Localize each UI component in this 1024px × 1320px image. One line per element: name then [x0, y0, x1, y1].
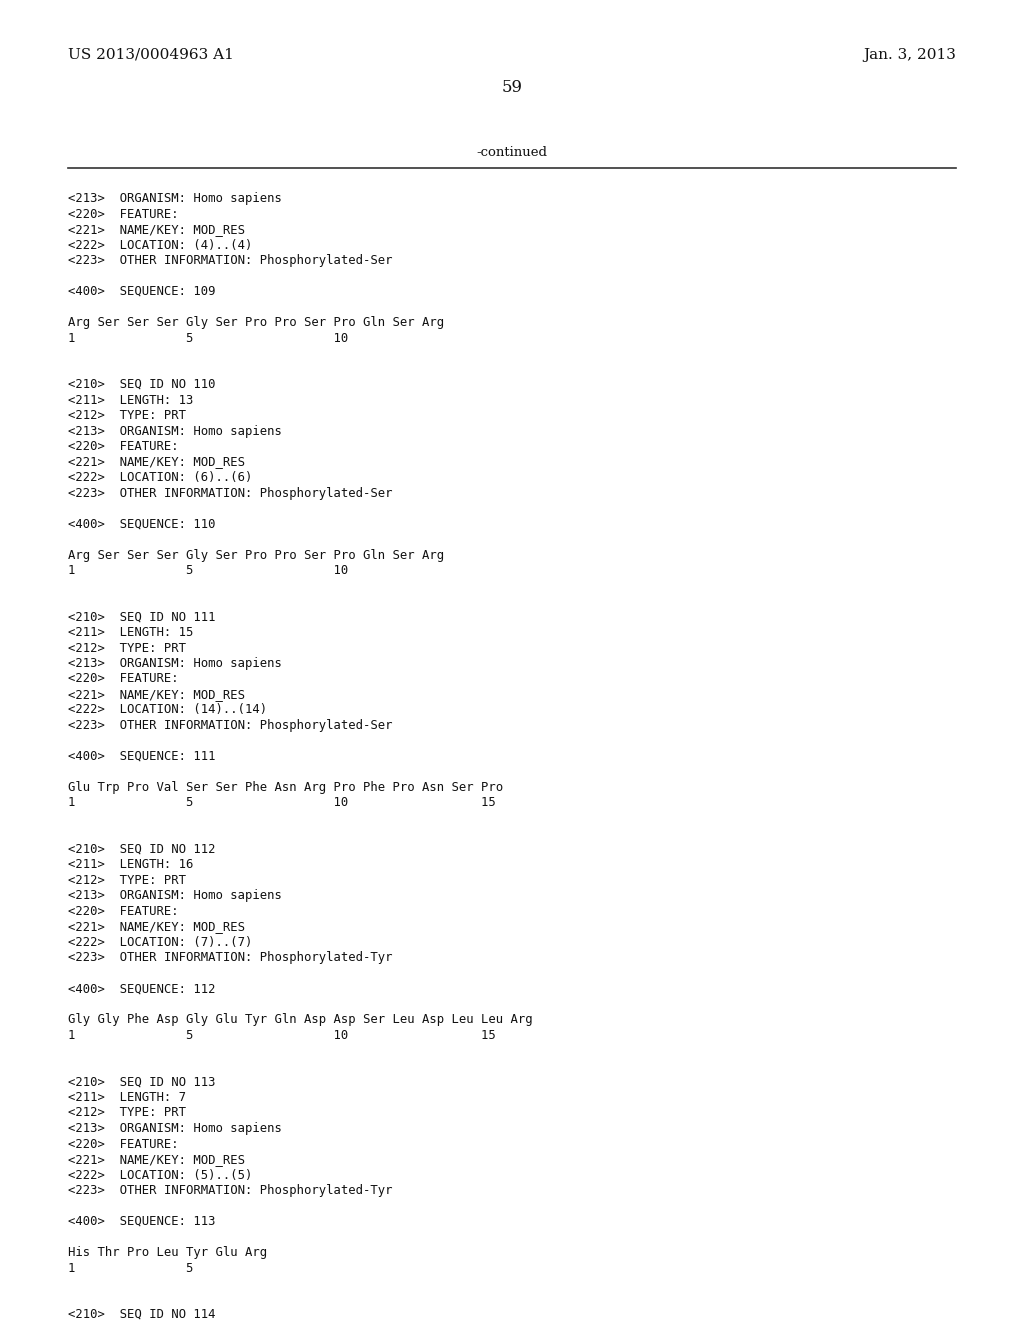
Text: 1               5                   10                  15: 1 5 10 15 [68, 796, 496, 809]
Text: <210>  SEQ ID NO 110: <210> SEQ ID NO 110 [68, 378, 215, 391]
Text: <212>  TYPE: PRT: <212> TYPE: PRT [68, 409, 186, 422]
Text: US 2013/0004963 A1: US 2013/0004963 A1 [68, 48, 233, 62]
Text: <221>  NAME/KEY: MOD_RES: <221> NAME/KEY: MOD_RES [68, 1152, 245, 1166]
Text: 1               5                   10: 1 5 10 [68, 331, 348, 345]
Text: Arg Ser Ser Ser Gly Ser Pro Pro Ser Pro Gln Ser Arg: Arg Ser Ser Ser Gly Ser Pro Pro Ser Pro … [68, 315, 444, 329]
Text: <211>  LENGTH: 16: <211> LENGTH: 16 [68, 858, 194, 871]
Text: <220>  FEATURE:: <220> FEATURE: [68, 207, 178, 220]
Text: <210>  SEQ ID NO 114: <210> SEQ ID NO 114 [68, 1308, 215, 1320]
Text: <211>  LENGTH: 13: <211> LENGTH: 13 [68, 393, 194, 407]
Text: <400>  SEQUENCE: 110: <400> SEQUENCE: 110 [68, 517, 215, 531]
Text: <213>  ORGANISM: Homo sapiens: <213> ORGANISM: Homo sapiens [68, 657, 282, 671]
Text: <221>  NAME/KEY: MOD_RES: <221> NAME/KEY: MOD_RES [68, 920, 245, 933]
Text: <221>  NAME/KEY: MOD_RES: <221> NAME/KEY: MOD_RES [68, 223, 245, 236]
Text: <222>  LOCATION: (6)..(6): <222> LOCATION: (6)..(6) [68, 471, 252, 484]
Text: <210>  SEQ ID NO 112: <210> SEQ ID NO 112 [68, 843, 215, 855]
Text: 1               5                   10: 1 5 10 [68, 564, 348, 577]
Text: <213>  ORGANISM: Homo sapiens: <213> ORGANISM: Homo sapiens [68, 425, 282, 437]
Text: <400>  SEQUENCE: 111: <400> SEQUENCE: 111 [68, 750, 215, 763]
Text: <212>  TYPE: PRT: <212> TYPE: PRT [68, 1106, 186, 1119]
Text: <222>  LOCATION: (14)..(14): <222> LOCATION: (14)..(14) [68, 704, 267, 717]
Text: <211>  LENGTH: 15: <211> LENGTH: 15 [68, 626, 194, 639]
Text: His Thr Pro Leu Tyr Glu Arg: His Thr Pro Leu Tyr Glu Arg [68, 1246, 267, 1259]
Text: <400>  SEQUENCE: 113: <400> SEQUENCE: 113 [68, 1214, 215, 1228]
Text: Jan. 3, 2013: Jan. 3, 2013 [863, 48, 956, 62]
Text: Arg Ser Ser Ser Gly Ser Pro Pro Ser Pro Gln Ser Arg: Arg Ser Ser Ser Gly Ser Pro Pro Ser Pro … [68, 549, 444, 561]
Text: <223>  OTHER INFORMATION: Phosphorylated-Ser: <223> OTHER INFORMATION: Phosphorylated-… [68, 487, 392, 499]
Text: <210>  SEQ ID NO 113: <210> SEQ ID NO 113 [68, 1076, 215, 1089]
Text: <221>  NAME/KEY: MOD_RES: <221> NAME/KEY: MOD_RES [68, 688, 245, 701]
Text: <212>  TYPE: PRT: <212> TYPE: PRT [68, 874, 186, 887]
Text: <223>  OTHER INFORMATION: Phosphorylated-Tyr: <223> OTHER INFORMATION: Phosphorylated-… [68, 1184, 392, 1197]
Text: <211>  LENGTH: 7: <211> LENGTH: 7 [68, 1092, 186, 1104]
Text: <210>  SEQ ID NO 111: <210> SEQ ID NO 111 [68, 610, 215, 623]
Text: <400>  SEQUENCE: 109: <400> SEQUENCE: 109 [68, 285, 215, 298]
Text: Glu Trp Pro Val Ser Ser Phe Asn Arg Pro Phe Pro Asn Ser Pro: Glu Trp Pro Val Ser Ser Phe Asn Arg Pro … [68, 781, 503, 795]
Text: <220>  FEATURE:: <220> FEATURE: [68, 906, 178, 917]
Text: 1               5: 1 5 [68, 1262, 194, 1275]
Text: <212>  TYPE: PRT: <212> TYPE: PRT [68, 642, 186, 655]
Text: 1               5                   10                  15: 1 5 10 15 [68, 1030, 496, 1041]
Text: <213>  ORGANISM: Homo sapiens: <213> ORGANISM: Homo sapiens [68, 1122, 282, 1135]
Text: <222>  LOCATION: (5)..(5): <222> LOCATION: (5)..(5) [68, 1168, 252, 1181]
Text: <223>  OTHER INFORMATION: Phosphorylated-Ser: <223> OTHER INFORMATION: Phosphorylated-… [68, 719, 392, 733]
Text: <221>  NAME/KEY: MOD_RES: <221> NAME/KEY: MOD_RES [68, 455, 245, 469]
Text: <220>  FEATURE:: <220> FEATURE: [68, 672, 178, 685]
Text: Gly Gly Phe Asp Gly Glu Tyr Gln Asp Asp Ser Leu Asp Leu Leu Arg: Gly Gly Phe Asp Gly Glu Tyr Gln Asp Asp … [68, 1014, 532, 1027]
Text: <220>  FEATURE:: <220> FEATURE: [68, 1138, 178, 1151]
Text: 59: 59 [502, 79, 522, 96]
Text: <222>  LOCATION: (4)..(4): <222> LOCATION: (4)..(4) [68, 239, 252, 252]
Text: <220>  FEATURE:: <220> FEATURE: [68, 440, 178, 453]
Text: <213>  ORGANISM: Homo sapiens: <213> ORGANISM: Homo sapiens [68, 191, 282, 205]
Text: -continued: -continued [476, 147, 548, 160]
Text: <223>  OTHER INFORMATION: Phosphorylated-Tyr: <223> OTHER INFORMATION: Phosphorylated-… [68, 952, 392, 965]
Text: <213>  ORGANISM: Homo sapiens: <213> ORGANISM: Homo sapiens [68, 890, 282, 903]
Text: <222>  LOCATION: (7)..(7): <222> LOCATION: (7)..(7) [68, 936, 252, 949]
Text: <400>  SEQUENCE: 112: <400> SEQUENCE: 112 [68, 982, 215, 995]
Text: <223>  OTHER INFORMATION: Phosphorylated-Ser: <223> OTHER INFORMATION: Phosphorylated-… [68, 253, 392, 267]
